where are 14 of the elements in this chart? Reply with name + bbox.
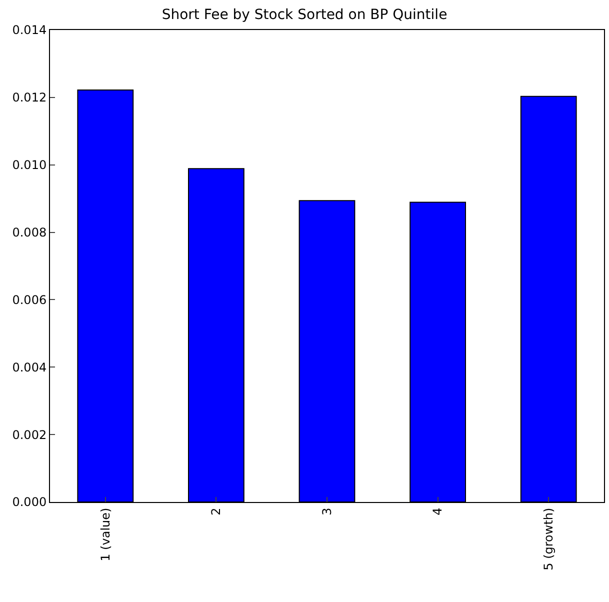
y-tick-label: 0.014 bbox=[12, 23, 47, 38]
x-tick-label: 5 (growth) bbox=[542, 508, 556, 570]
y-tick-label: 0.008 bbox=[12, 225, 47, 240]
chart-title: Short Fee by Stock Sorted on BP Quintile bbox=[162, 6, 448, 23]
y-tick-label: 0.010 bbox=[12, 158, 47, 172]
y-tick-label: 0.000 bbox=[12, 495, 47, 510]
y-tick-label: 0.002 bbox=[12, 428, 47, 442]
y-tick-label: 0.006 bbox=[12, 292, 47, 307]
y-tick-label: 0.012 bbox=[12, 90, 47, 105]
x-tick-label: 2 bbox=[209, 508, 224, 516]
x-tick-label: 1 (value) bbox=[98, 508, 112, 562]
y-tick-label: 0.004 bbox=[12, 360, 47, 374]
x-tick-label: 3 bbox=[320, 508, 334, 516]
x-tick-label: 4 bbox=[430, 508, 445, 516]
